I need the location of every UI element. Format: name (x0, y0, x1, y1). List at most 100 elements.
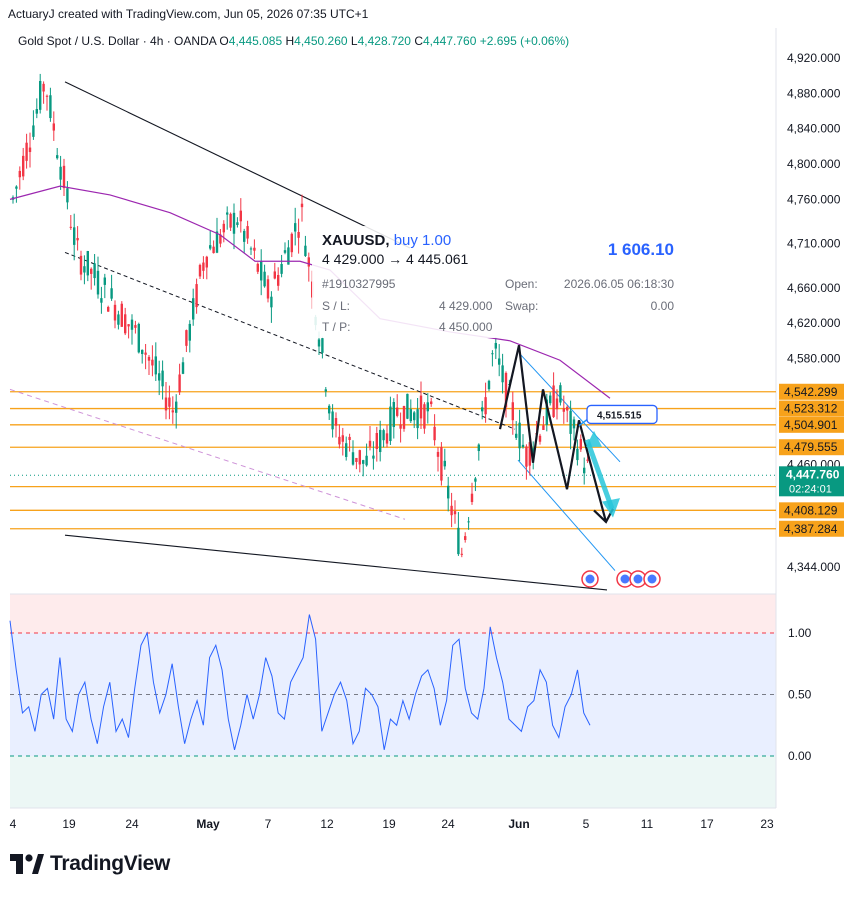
candle-body (576, 448, 579, 461)
candle-body (134, 325, 137, 328)
candle-body (290, 233, 293, 253)
trade-sl-value: 4 429.000 (439, 299, 493, 313)
candle-body (341, 435, 344, 442)
candle-body (409, 409, 412, 422)
trade-symbol: XAUUSD, (322, 232, 390, 249)
price-level-tag (779, 416, 844, 433)
low-value: 4,428.720 (357, 34, 411, 48)
candle-body (76, 237, 79, 241)
time-tick-label: 19 (382, 817, 396, 831)
price-tick-label: 4,710.000 (787, 237, 841, 251)
candle-body (436, 451, 440, 457)
candle-body (239, 210, 242, 222)
symbol-line: Gold Spot / U.S. Dollar · 4h · OANDA (18, 34, 217, 48)
oscillator-line (9, 614, 591, 750)
candle-body (15, 186, 18, 189)
price-level-label: 4,542.299 (784, 385, 838, 399)
candle-body (154, 356, 157, 375)
candle-body (294, 223, 297, 232)
candle-body (226, 212, 229, 215)
candle-body (192, 298, 195, 320)
projection-arrowhead (602, 498, 620, 518)
candle-body (273, 271, 276, 279)
price-level-label: 4,479.555 (784, 440, 838, 454)
price-tick-label: 4,620.000 (787, 316, 841, 330)
candle-body (79, 255, 83, 275)
trade-tp-value: 4 450.000 (439, 320, 493, 334)
us-event-icon-core (585, 574, 595, 584)
candle-body (555, 398, 559, 410)
target-callout-label: 4,515.515 (597, 410, 642, 421)
projection-arrowhead-up (586, 430, 602, 447)
candle-body (518, 422, 521, 449)
candle-body (253, 247, 256, 251)
close-value: 4,447.760 (423, 34, 477, 48)
candle-body (389, 406, 392, 442)
candle-body (351, 452, 355, 465)
candle-body (430, 401, 433, 405)
candle-body (161, 370, 164, 387)
candle-body (467, 521, 470, 523)
candle-body (49, 95, 52, 119)
candle-body (22, 155, 25, 177)
candle-body (358, 450, 361, 465)
candle-body (338, 436, 341, 445)
candle-body (127, 324, 130, 327)
oscillator-tick-label: 0.50 (788, 688, 812, 702)
time-tick-label: 7 (265, 817, 272, 831)
candle-body (331, 411, 334, 430)
open-value: 4,445.085 (228, 34, 283, 48)
change-value: +2.695 (+0.06%) (479, 34, 570, 48)
candle-body (334, 418, 338, 426)
candle-body (270, 296, 273, 308)
candle-body (147, 356, 151, 361)
candle-body (219, 234, 222, 244)
price-tick-label: 4,920.000 (787, 51, 841, 65)
candle-body (202, 262, 205, 271)
candle-body (266, 279, 270, 299)
candle-body (419, 395, 423, 419)
price-tick-label: 4,880.000 (787, 86, 841, 100)
candle-body (583, 467, 586, 474)
candle-body (209, 245, 212, 249)
candle-body (195, 284, 198, 308)
small-channel-upper (519, 353, 621, 463)
candle-body (396, 407, 399, 416)
price-level-tag (779, 502, 844, 519)
candle-body (532, 448, 535, 455)
candle-body (382, 430, 385, 441)
candle-body (399, 424, 402, 429)
candle-body (481, 407, 484, 412)
candle-body (538, 435, 542, 442)
moving-average-line (9, 185, 611, 399)
candle-body (572, 419, 576, 429)
candle-body (413, 412, 416, 421)
candle-body (42, 83, 45, 92)
candle-body (545, 399, 548, 425)
candle-body (365, 455, 368, 466)
us-event-icon-core (633, 574, 643, 584)
candle-body (477, 444, 480, 452)
candle-body (528, 442, 531, 466)
candle-body (552, 385, 555, 417)
high-value: 4,450.260 (294, 34, 348, 48)
candle-body (137, 323, 140, 353)
candle-body (110, 288, 113, 299)
candle-body (205, 256, 208, 268)
candle-body (229, 213, 232, 228)
price-level-tag (779, 400, 844, 417)
candle-body (28, 147, 32, 153)
candle-body (392, 402, 395, 428)
candle-body (249, 248, 253, 250)
candle-body (66, 188, 69, 203)
candle-body (515, 433, 518, 438)
candle-body (151, 359, 154, 366)
time-tick-label: May (196, 817, 220, 831)
candle-body (385, 433, 389, 444)
candle-body (188, 323, 191, 341)
candle-body (198, 264, 202, 277)
candle-body (525, 446, 528, 467)
candle-body (379, 429, 382, 453)
neutral-zone (10, 633, 776, 756)
